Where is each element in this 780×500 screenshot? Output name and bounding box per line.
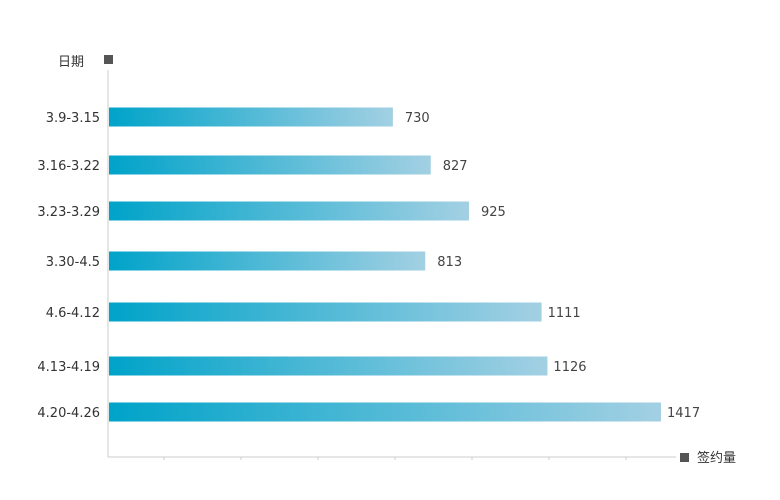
y-tick-label: 3.23-3.29 — [37, 205, 100, 220]
x-axis-ticks — [163, 457, 627, 460]
y-tick-label: 3.30-4.5 — [46, 255, 100, 270]
bar-value-label: 813 — [437, 255, 462, 270]
bar — [109, 155, 431, 175]
y-tick-label: 4.13-4.19 — [37, 360, 100, 375]
y-tick-label: 3.16-3.22 — [37, 159, 100, 174]
bar — [109, 251, 426, 271]
bar — [109, 201, 469, 221]
bar-value-label: 730 — [405, 111, 430, 126]
x-axis-title: 签约量 — [697, 450, 736, 466]
y-tick-label: 4.20-4.26 — [37, 406, 100, 421]
bar — [109, 356, 548, 376]
y-axis-title: 日期 — [58, 55, 84, 70]
bar-value-label: 827 — [443, 159, 468, 174]
bars-group — [109, 107, 661, 422]
bar — [109, 107, 393, 127]
x-axis-marker — [680, 453, 689, 462]
y-tick-label: 3.9-3.15 — [46, 111, 100, 126]
bar-value-label: 925 — [481, 205, 506, 220]
bar-value-label: 1126 — [553, 360, 586, 375]
bar-value-label: 1417 — [667, 406, 700, 421]
y-axis-marker — [104, 55, 113, 64]
bar — [109, 402, 661, 422]
bar-value-label: 1111 — [548, 306, 581, 321]
bar — [109, 302, 542, 322]
y-tick-label: 4.6-4.12 — [46, 306, 100, 321]
